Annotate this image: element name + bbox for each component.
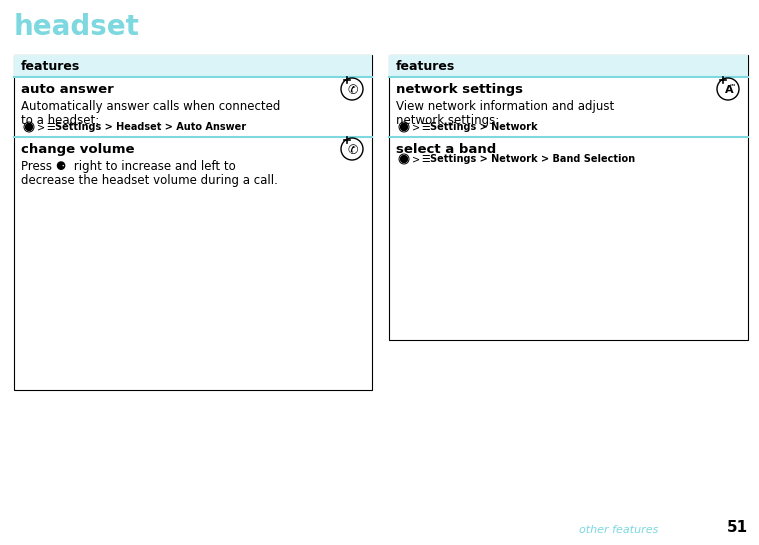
Text: View network information and adjust: View network information and adjust <box>396 100 614 113</box>
Circle shape <box>717 78 739 100</box>
Text: select a band: select a band <box>396 143 496 156</box>
Text: features: features <box>396 59 455 72</box>
Text: decrease the headset volume during a call.: decrease the headset volume during a cal… <box>21 174 278 187</box>
Text: ☰: ☰ <box>46 122 55 132</box>
Text: features: features <box>21 59 80 72</box>
Bar <box>389 55 748 340</box>
Text: ✆: ✆ <box>348 83 358 96</box>
Text: other features: other features <box>578 525 658 535</box>
Text: >: > <box>412 122 420 132</box>
Circle shape <box>341 138 363 160</box>
Circle shape <box>341 78 363 100</box>
Circle shape <box>401 155 408 162</box>
Text: change volume: change volume <box>21 143 134 156</box>
Text: Settings > Network > Band Selection: Settings > Network > Band Selection <box>430 154 635 164</box>
Circle shape <box>401 124 408 130</box>
Text: network settings: network settings <box>396 83 523 96</box>
Text: headset: headset <box>14 13 140 41</box>
Text: Press ⚈  right to increase and left to: Press ⚈ right to increase and left to <box>21 160 236 173</box>
Text: auto answer: auto answer <box>21 83 114 96</box>
Text: ✆: ✆ <box>348 143 358 156</box>
Text: Automatically answer calls when connected: Automatically answer calls when connecte… <box>21 100 280 113</box>
Text: "": "" <box>730 83 736 89</box>
Text: to a headset:: to a headset: <box>21 114 99 127</box>
Text: >: > <box>37 122 45 132</box>
Text: network settings:: network settings: <box>396 114 499 127</box>
Text: ☰: ☰ <box>421 154 430 164</box>
Circle shape <box>26 124 33 130</box>
Text: A: A <box>725 85 733 95</box>
Text: 51: 51 <box>727 520 748 535</box>
Text: ☰: ☰ <box>421 122 430 132</box>
Bar <box>389 55 748 77</box>
Text: Settings > Network: Settings > Network <box>430 122 537 132</box>
Bar <box>14 55 372 77</box>
Bar <box>14 55 372 390</box>
Text: >: > <box>412 154 420 164</box>
Text: Settings > Headset > Auto Answer: Settings > Headset > Auto Answer <box>55 122 246 132</box>
